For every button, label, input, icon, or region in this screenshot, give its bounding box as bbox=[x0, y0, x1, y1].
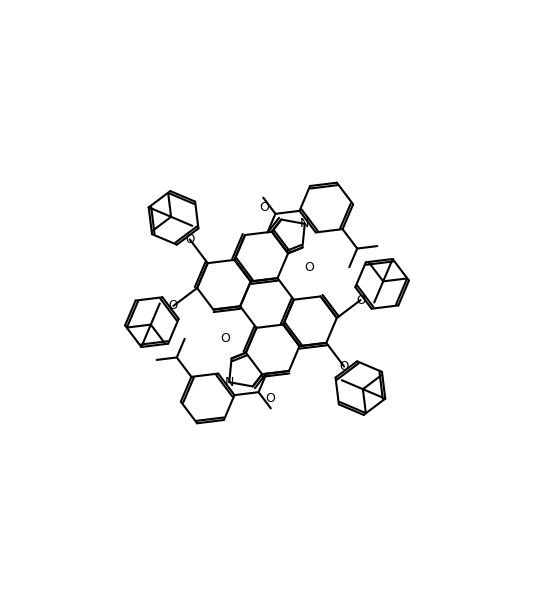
Text: O: O bbox=[340, 360, 349, 373]
Text: O: O bbox=[185, 233, 194, 246]
Text: O: O bbox=[220, 331, 230, 345]
Text: O: O bbox=[265, 392, 275, 405]
Text: N: N bbox=[300, 218, 310, 230]
Text: O: O bbox=[356, 294, 365, 307]
Text: N: N bbox=[224, 376, 234, 388]
Text: O: O bbox=[304, 261, 314, 275]
Text: O: O bbox=[259, 201, 269, 214]
Text: O: O bbox=[169, 299, 178, 312]
